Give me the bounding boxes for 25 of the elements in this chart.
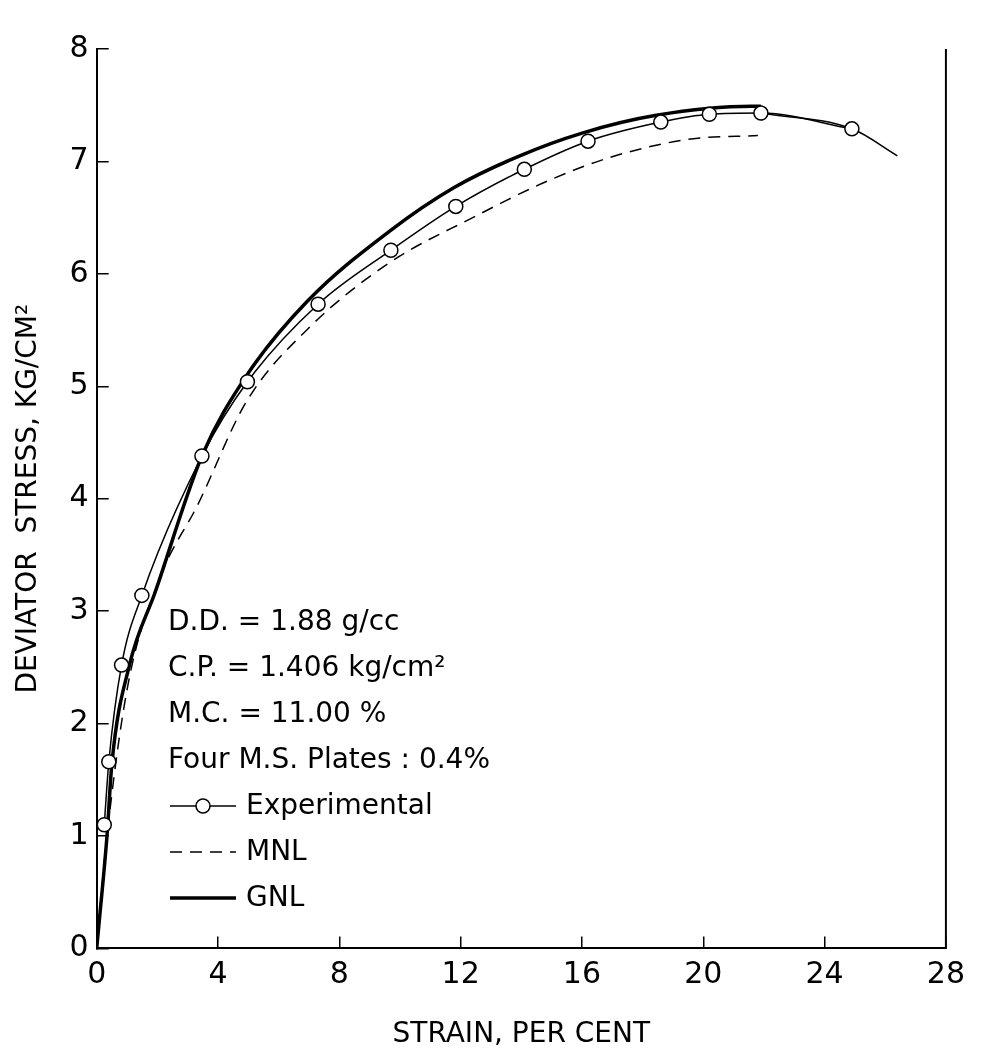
y-tick-label: 3: [69, 590, 89, 626]
x-tick-label: 12: [441, 955, 480, 991]
legend-label: Experimental: [246, 788, 433, 821]
annotation: C.P. = 1.406 kg/cm²: [168, 649, 447, 685]
x-axis-title: STRAIN, PER CENT: [392, 1016, 651, 1050]
annotation: D.D. = 1.88 g/cc: [168, 603, 401, 639]
annotation: M.C. = 11.00 %: [168, 695, 388, 731]
y-tick-label: 1: [69, 815, 89, 851]
x-tick-label: 28: [926, 955, 966, 991]
y-tick-label: 5: [69, 366, 89, 402]
y-tick-label: 2: [69, 703, 89, 739]
annotation: Four M.S. Plates : 0.4%: [168, 741, 491, 777]
legend-label: MNL: [246, 834, 307, 867]
y-tick-label: 0: [69, 928, 89, 964]
x-tick-label: 4: [208, 955, 228, 991]
y-tick-label: 4: [69, 478, 89, 514]
y-tick-label: 8: [69, 28, 89, 64]
y-axis-title: DEVIATOR STRESS, KG/CM²: [10, 303, 44, 694]
legend-label: GNL: [246, 880, 305, 913]
y-tick-label: 6: [69, 253, 89, 289]
x-tick-label: 24: [805, 955, 844, 991]
x-tick-label: 8: [329, 955, 349, 991]
x-tick-label: 20: [684, 955, 723, 991]
x-tick-label: 16: [562, 955, 602, 991]
y-tick-label: 7: [69, 141, 89, 177]
